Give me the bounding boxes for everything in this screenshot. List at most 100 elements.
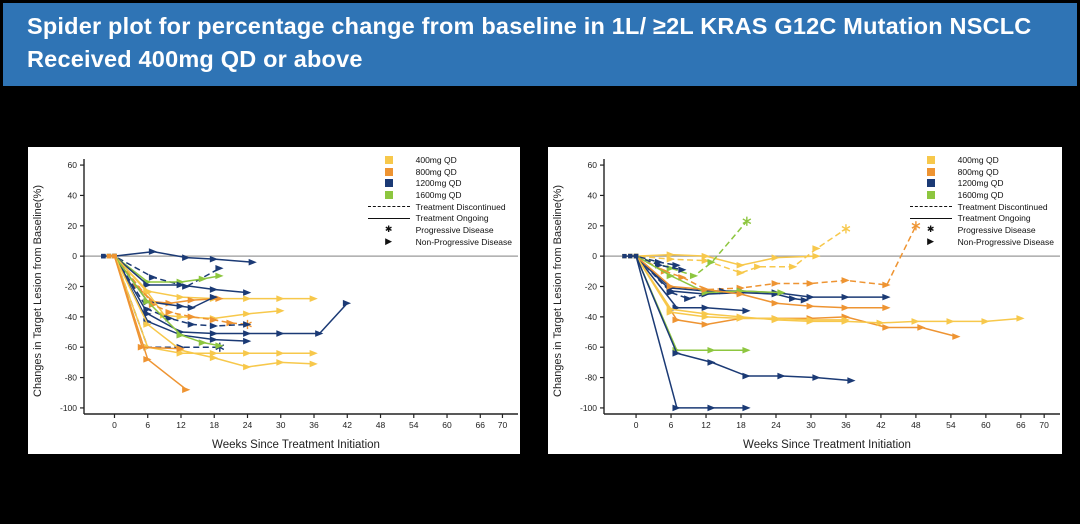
legend-item: Treatment Ongoing (909, 212, 1054, 224)
legend-item: 1200mg QD (909, 177, 1054, 189)
legend-item: 400mg QD (909, 154, 1054, 166)
legend-label: 800mg QD (415, 166, 457, 177)
svg-text:24: 24 (771, 420, 781, 430)
dose-swatch-icon (926, 167, 935, 176)
svg-text:0: 0 (112, 420, 117, 430)
svg-text:42: 42 (876, 420, 886, 430)
svg-text:48: 48 (376, 420, 386, 430)
legend-label: 1200mg QD (415, 178, 462, 189)
legend-key (367, 167, 411, 176)
dashed-line-icon (367, 206, 410, 208)
legend-item: ▶ Non-Progressive Disease (367, 236, 512, 248)
svg-text:-100: -100 (580, 403, 597, 413)
chart-panel-left: Changes in Target Lesion from Baseline(%… (28, 147, 520, 454)
svg-text:30: 30 (806, 420, 816, 430)
svg-text:0: 0 (72, 251, 77, 261)
svg-text:20: 20 (588, 221, 598, 231)
legend-label: Non-Progressive Disease (957, 236, 1054, 247)
svg-text:36: 36 (841, 420, 851, 430)
legend-label: 1600mg QD (957, 189, 1004, 200)
legend: 400mg QD 800mg QD 1200mg QD 1600mg QD Treatm… (367, 154, 512, 248)
legend-label: Progressive Disease (957, 224, 1036, 235)
svg-text:12: 12 (701, 420, 711, 430)
svg-text:-60: -60 (585, 342, 598, 352)
legend-key (367, 190, 411, 199)
solid-line-icon (367, 217, 410, 219)
legend-label: 800mg QD (957, 166, 999, 177)
legend-label: Treatment Ongoing (415, 213, 489, 224)
svg-text:-20: -20 (65, 282, 78, 292)
triangle-icon: ▶ (385, 236, 393, 247)
svg-text:60: 60 (588, 160, 598, 170)
star-icon: ✱ (926, 224, 935, 235)
legend-key (909, 190, 953, 199)
dose-swatch-icon (384, 155, 393, 164)
legend-item: 400mg QD (367, 154, 512, 166)
legend-label: Treatment Discontinued (957, 201, 1048, 212)
legend-item: 1200mg QD (367, 177, 512, 189)
svg-text:60: 60 (981, 420, 991, 430)
spider-chart-right: 60 40 20 0 -20 -40 -60 -80 -100 0 6 12 18 24 30 36 42 48 5… (580, 159, 1060, 430)
svg-text:54: 54 (946, 420, 956, 430)
svg-text:54: 54 (409, 420, 419, 430)
legend-label: Treatment Discontinued (415, 201, 506, 212)
dose-swatch-icon (384, 190, 393, 199)
svg-text:-60: -60 (65, 342, 78, 352)
legend-label: 1200mg QD (957, 178, 1004, 189)
legend-item: ▶ Non-Progressive Disease (909, 236, 1054, 248)
legend-item: ✱ Progressive Disease (909, 224, 1054, 236)
dashed-line-icon (909, 206, 952, 208)
legend-label: Progressive Disease (415, 224, 494, 235)
triangle-icon: ▶ (927, 236, 935, 247)
svg-text:24: 24 (243, 420, 253, 430)
svg-text:-40: -40 (65, 312, 78, 322)
svg-text:-20: -20 (585, 282, 598, 292)
svg-text:-40: -40 (585, 312, 598, 322)
svg-text:6: 6 (145, 420, 150, 430)
legend-item: 800mg QD (909, 166, 1054, 178)
legend-item: 800mg QD (367, 166, 512, 178)
star-icon: ✱ (384, 224, 393, 235)
svg-text:66: 66 (1016, 420, 1026, 430)
slide-title: Spider plot for percentage change from b… (27, 13, 1032, 73)
svg-text:-80: -80 (585, 373, 598, 383)
svg-text:-80: -80 (65, 373, 78, 383)
legend-label: 400mg QD (957, 154, 999, 165)
dose-swatch-icon (384, 167, 393, 176)
legend-item: 1600mg QD (367, 189, 512, 201)
svg-text:42: 42 (343, 420, 353, 430)
legend-key (909, 155, 953, 164)
svg-text:40: 40 (68, 190, 78, 200)
legend-label: Non-Progressive Disease (415, 236, 512, 247)
legend-label: Treatment Ongoing (957, 213, 1031, 224)
svg-text:70: 70 (498, 420, 508, 430)
svg-text:12: 12 (176, 420, 186, 430)
legend-key (367, 155, 411, 164)
svg-text:36: 36 (309, 420, 319, 430)
title-banner: Spider plot for percentage change from b… (3, 3, 1077, 86)
spider-chart-left: 60 40 20 0 -20 -40 -60 -80 -100 0 6 12 18 24 30 36 42 48 5… (60, 159, 518, 430)
legend-label: 1600mg QD (415, 189, 462, 200)
svg-text:60: 60 (442, 420, 452, 430)
legend: 400mg QD 800mg QD 1200mg QD 1600mg QD Treatm… (909, 154, 1054, 248)
svg-text:6: 6 (669, 420, 674, 430)
legend-key (909, 179, 953, 188)
legend-item: Treatment Ongoing (367, 212, 512, 224)
svg-text:70: 70 (1039, 420, 1049, 430)
x-axis-label: Weeks Since Treatment Initiation (743, 439, 911, 451)
svg-text:66: 66 (476, 420, 486, 430)
svg-text:48: 48 (911, 420, 921, 430)
svg-text:20: 20 (68, 221, 78, 231)
chart-panel-right: Changes in Target Lesion from Baseline(%… (548, 147, 1062, 454)
legend-key (909, 167, 953, 176)
legend-key (367, 179, 411, 188)
legend-item: 1600mg QD (909, 189, 1054, 201)
dose-swatch-icon (926, 190, 935, 199)
dose-swatch-icon (926, 179, 935, 188)
legend-label: 400mg QD (415, 154, 457, 165)
dose-swatch-icon (384, 179, 393, 188)
svg-text:30: 30 (276, 420, 286, 430)
dose-swatch-icon (926, 155, 935, 164)
svg-text:18: 18 (736, 420, 746, 430)
